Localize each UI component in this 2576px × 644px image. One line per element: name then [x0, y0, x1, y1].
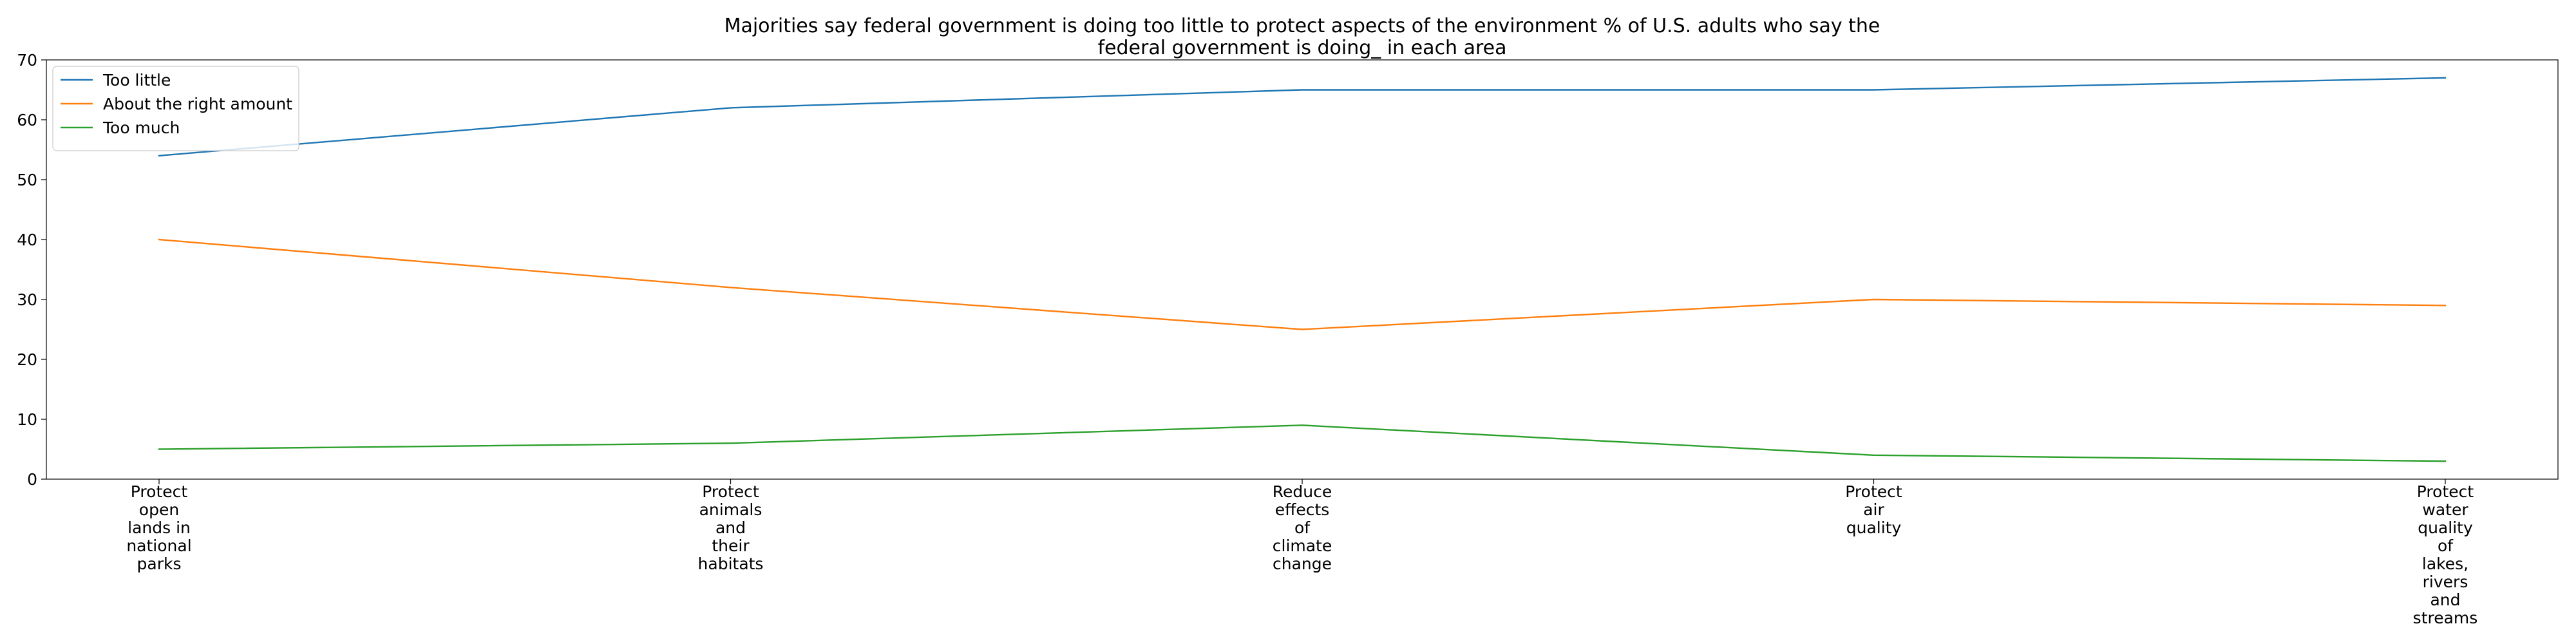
x-tick-label-line: parks: [137, 554, 182, 573]
x-tick-label-line: national: [126, 536, 191, 555]
y-tick-label: 20: [17, 350, 37, 369]
y-axis: 0 10 20 30 40 50 60 70: [17, 51, 46, 489]
x-tick-label-line: lakes,: [2422, 554, 2468, 573]
x-tick-label-line: and: [715, 518, 746, 537]
x-tick-label-line: habitats: [698, 554, 764, 573]
legend-label: About the right amount: [103, 95, 292, 113]
series-lines: [158, 77, 2447, 462]
plot-frame: [46, 59, 2559, 480]
legend-box: [52, 66, 299, 151]
y-tick-label: 70: [17, 51, 37, 70]
x-tick-label-line: Protect: [131, 482, 188, 501]
y-tick-label: 10: [17, 410, 37, 429]
x-tick-label-line: quality: [2418, 518, 2473, 537]
x-tick-label: Protect animals and their habitats: [698, 482, 764, 573]
legend-label: Too little: [102, 71, 171, 90]
plot-area: [46, 59, 2559, 480]
chart-title-line: Majorities say federal government is doi…: [724, 15, 1880, 37]
series-line-too-little: [158, 77, 2447, 157]
x-tick-label-line: of: [2438, 536, 2454, 555]
x-tick-label-line: lands in: [128, 518, 191, 537]
x-tick-label: Protect water quality of lakes, rivers and stre…: [2413, 482, 2478, 627]
x-tick-label-line: quality: [1846, 518, 1902, 537]
y-tick-label: 50: [17, 171, 37, 189]
chart-title: Majorities say federal government is doi…: [724, 15, 1880, 59]
x-tick-label-line: rivers: [2423, 573, 2468, 591]
x-tick-label-line: climate: [1273, 536, 1332, 555]
y-tick-label: 0: [27, 470, 37, 489]
x-tick-label-line: Protect: [702, 482, 759, 501]
x-tick-label-line: air: [1863, 500, 1884, 519]
series-line-about-the-right-amount: [158, 238, 2447, 330]
x-tick-label: Reduce effects of climate change: [1273, 482, 1332, 573]
chart-title-line: federal government is doing_ in each are…: [1097, 37, 1506, 59]
legend-label: Too much: [102, 118, 180, 137]
x-tick-label-line: and: [2430, 591, 2460, 609]
y-tick-label: 30: [17, 290, 37, 309]
x-tick-label-line: of: [1294, 518, 1311, 537]
x-tick-label-line: Protect: [2417, 482, 2474, 501]
x-tick-label-line: effects: [1275, 500, 1330, 519]
x-tick-label-line: water: [2422, 500, 2468, 519]
x-tick-label-line: open: [139, 500, 179, 519]
x-tick-label-line: streams: [2413, 609, 2478, 627]
legend: Too little About the right amount Too much: [52, 66, 299, 151]
x-tick-label-line: animals: [699, 500, 762, 519]
x-tick-label: Protect air quality: [1845, 482, 1902, 537]
x-tick-label-line: change: [1273, 554, 1332, 573]
series-line-too-much: [158, 424, 2447, 462]
x-tick-label-line: Protect: [1845, 482, 1902, 501]
x-tick-label: Protect open lands in national parks: [126, 482, 191, 573]
y-tick-label: 40: [17, 231, 37, 249]
x-tick-label-line: their: [712, 536, 750, 555]
y-tick-label: 60: [17, 111, 37, 129]
x-tick-label-line: Reduce: [1273, 482, 1332, 501]
